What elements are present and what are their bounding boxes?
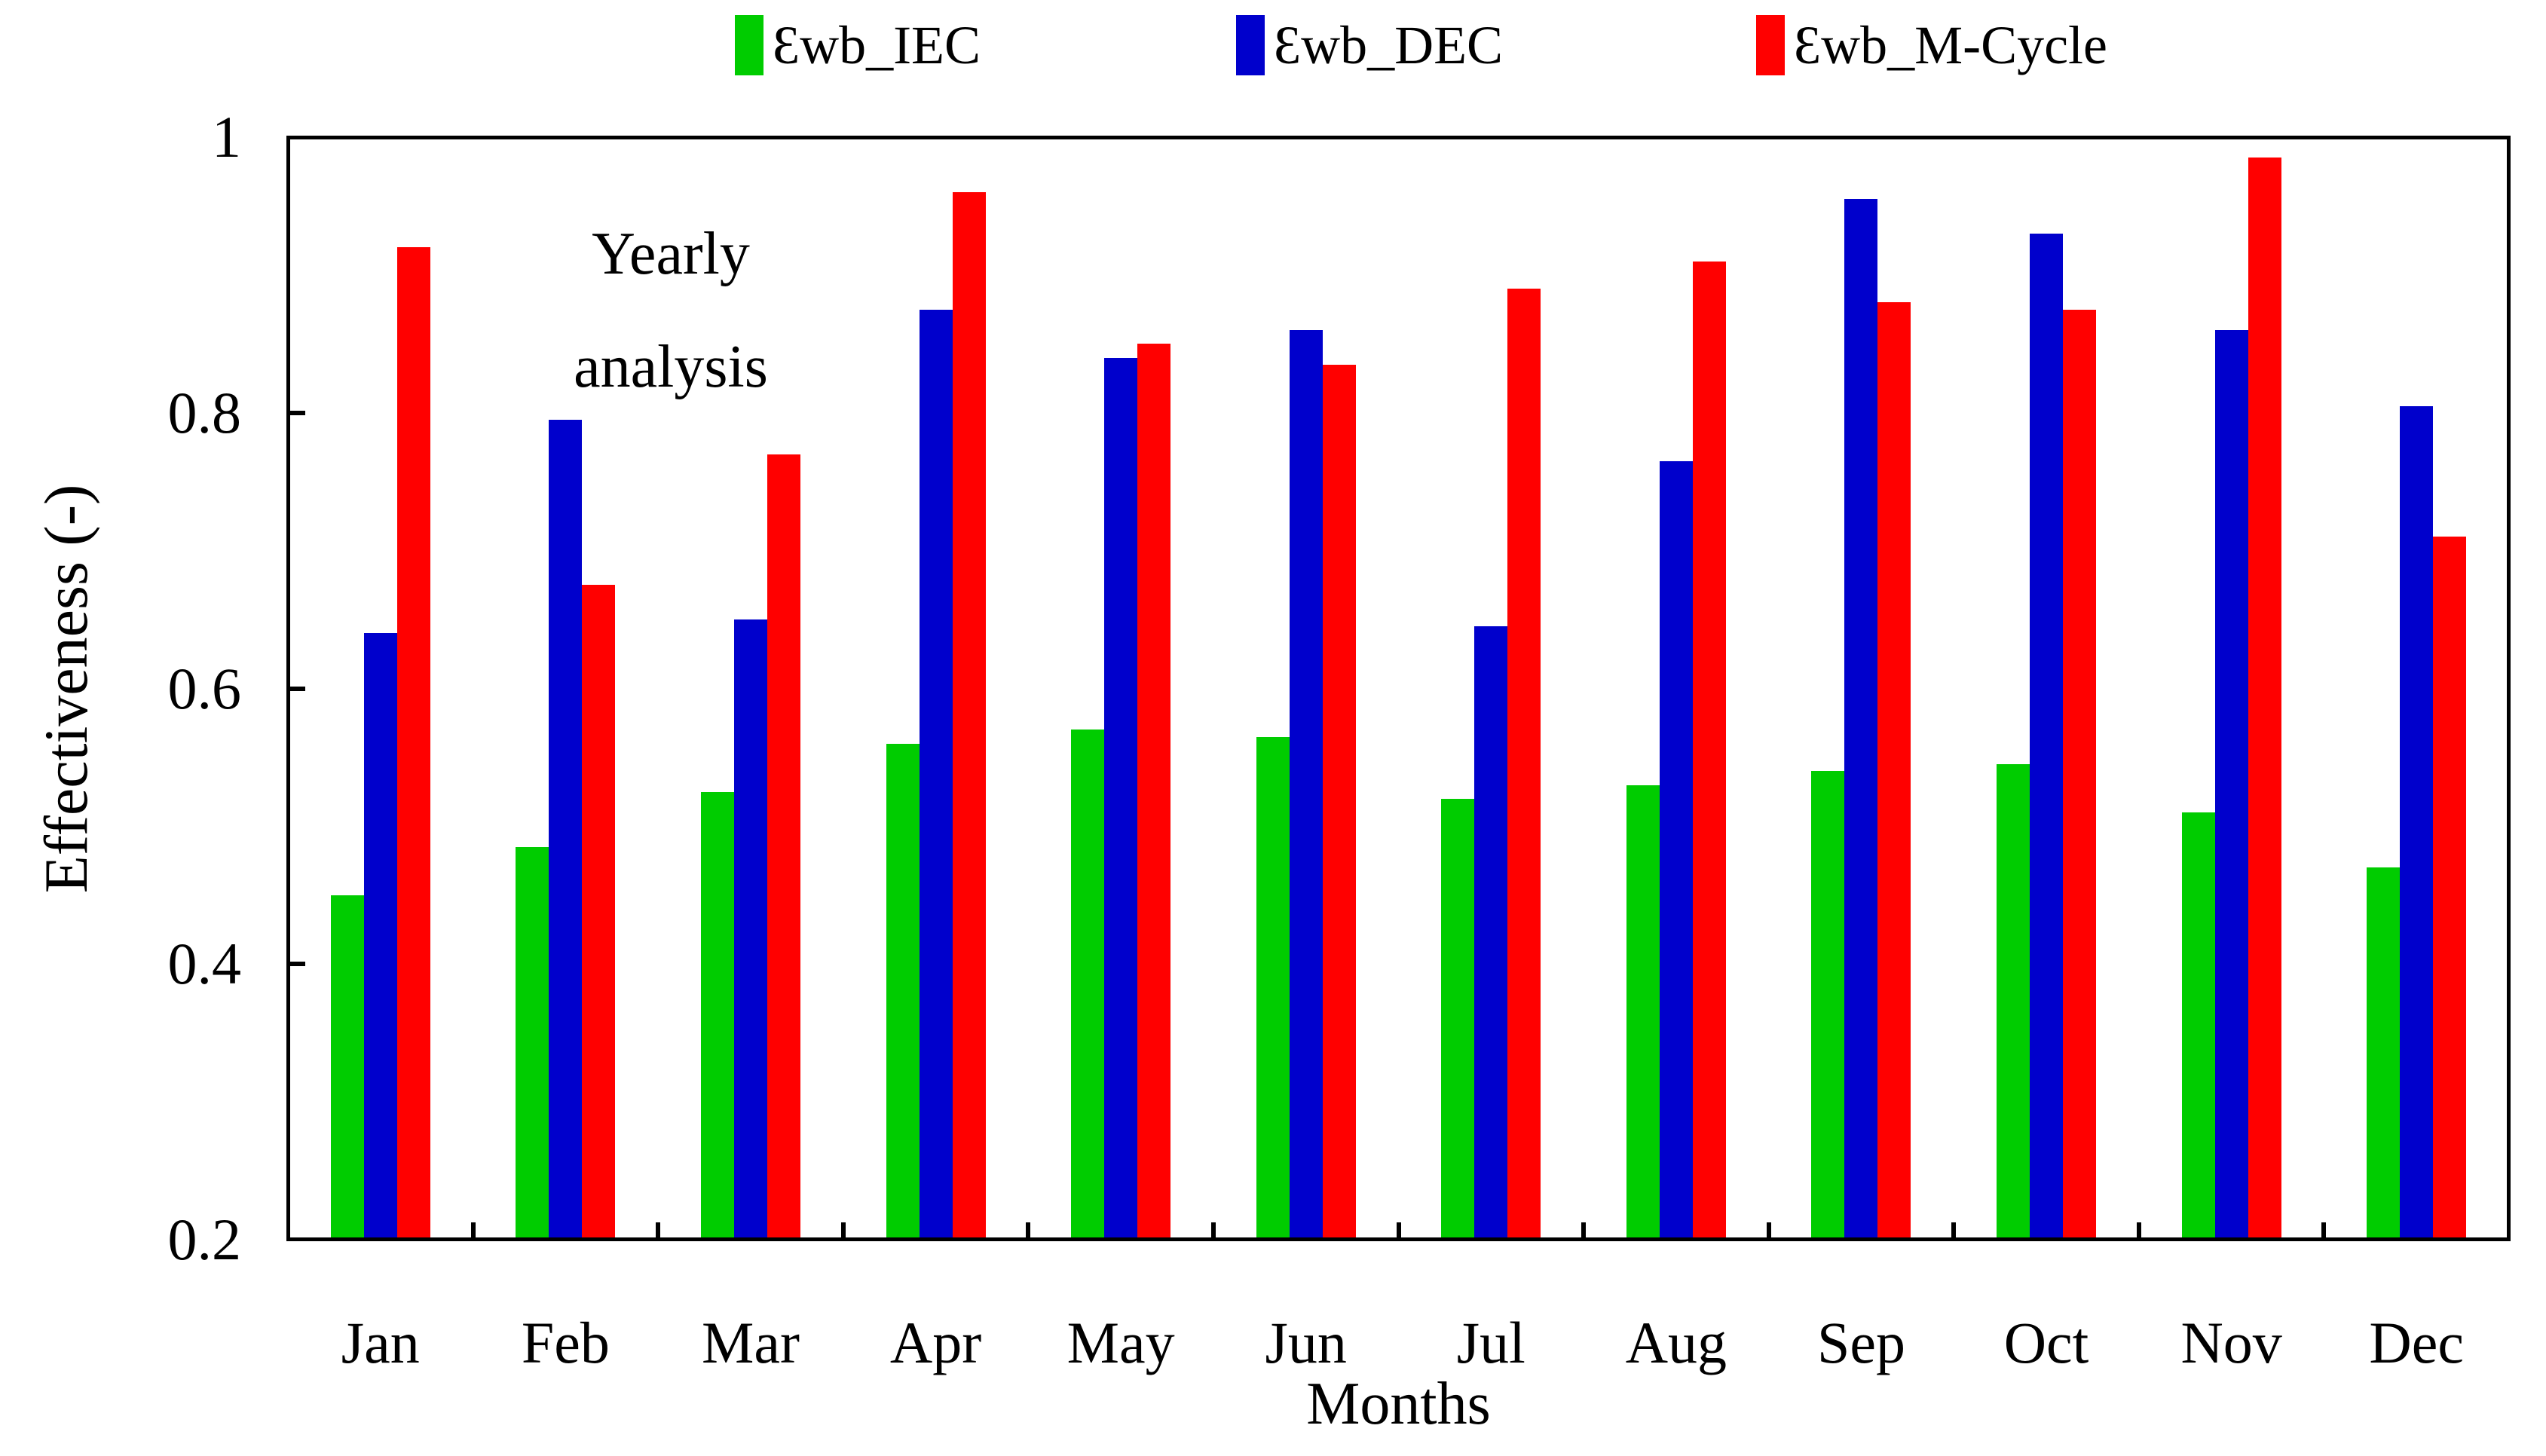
- bar-jan-series0: [330, 895, 364, 1240]
- x-tick-1: [470, 1222, 476, 1237]
- bar-apr-series1: [919, 309, 953, 1240]
- x-tick-label-oct: Oct: [2003, 1310, 2089, 1375]
- bar-feb-series0: [516, 846, 549, 1240]
- x-tick-label-aug: Aug: [1625, 1310, 1727, 1375]
- legend-swatch-icon: [1236, 15, 1265, 75]
- bar-apr-series0: [886, 743, 920, 1240]
- x-tick-2: [656, 1222, 661, 1237]
- legend: Ɛwb_IEC Ɛwb_DEC Ɛwb_M-Cycle: [0, 8, 2546, 90]
- bar-may-series1: [1104, 357, 1138, 1240]
- x-tick-3: [840, 1222, 846, 1237]
- legend-item-series2: Ɛwb_M-Cycle: [1756, 8, 2107, 83]
- y-tick-label-1: 1: [212, 104, 241, 170]
- bar-mar-series1: [733, 619, 767, 1240]
- bar-jul-series1: [1474, 626, 1508, 1240]
- bar-oct-series0: [1997, 764, 2030, 1240]
- bar-feb-series2: [582, 585, 616, 1240]
- bar-jun-series1: [1289, 330, 1323, 1240]
- x-tick-5: [1210, 1222, 1216, 1237]
- bar-jan-series1: [363, 633, 397, 1240]
- bar-jul-series0: [1441, 798, 1475, 1240]
- bar-apr-series2: [952, 192, 986, 1240]
- y-tick-label-0.6: 0.6: [167, 655, 242, 721]
- bar-nov-series2: [2248, 158, 2281, 1240]
- x-tick-label-may: May: [1066, 1310, 1175, 1375]
- x-tick-label-dec: Dec: [2369, 1310, 2464, 1375]
- bar-nov-series0: [2181, 812, 2215, 1240]
- y-tick-0.6: [290, 686, 305, 691]
- annotation-yearly-analysis: Yearly analysis: [574, 221, 768, 400]
- legend-label-series0: Ɛwb_IEC: [773, 15, 981, 75]
- plot-area: [286, 136, 2511, 1241]
- y-tick-label-0.2: 0.2: [167, 1207, 242, 1272]
- x-tick-label-mar: Mar: [701, 1310, 800, 1375]
- x-tick-label-nov: Nov: [2180, 1310, 2282, 1375]
- x-axis-title: Months: [1306, 1371, 1491, 1437]
- x-tick-label-jan: Jan: [341, 1310, 420, 1375]
- y-tick-0.8: [290, 410, 305, 415]
- x-tick-label-jul: Jul: [1456, 1310, 1525, 1375]
- x-tick-9: [1951, 1222, 1957, 1237]
- legend-swatch-icon: [1756, 15, 1785, 75]
- legend-swatch-icon: [735, 15, 763, 75]
- bar-feb-series1: [549, 419, 583, 1240]
- legend-item-series1: Ɛwb_DEC: [1236, 8, 1503, 83]
- bar-jun-series2: [1322, 364, 1356, 1240]
- bar-sep-series0: [1811, 771, 1845, 1240]
- x-tick-6: [1396, 1222, 1401, 1237]
- legend-label-series2: Ɛwb_M-Cycle: [1794, 15, 2108, 75]
- y-tick-label-0.8: 0.8: [167, 379, 242, 445]
- bar-dec-series0: [2367, 867, 2401, 1240]
- bar-sep-series2: [1877, 302, 1911, 1240]
- x-tick-label-sep: Sep: [1816, 1310, 1905, 1375]
- x-tick-11: [2321, 1222, 2327, 1237]
- bar-jul-series2: [1507, 289, 1541, 1240]
- bar-aug-series2: [1692, 261, 1726, 1240]
- legend-label-series1: Ɛwb_DEC: [1274, 15, 1504, 75]
- bar-may-series2: [1137, 344, 1171, 1240]
- bar-oct-series1: [2030, 234, 2064, 1240]
- x-tick-7: [1581, 1222, 1587, 1237]
- bar-sep-series1: [1844, 199, 1878, 1240]
- bar-may-series0: [1071, 730, 1105, 1240]
- x-tick-10: [2136, 1222, 2141, 1237]
- bar-jan-series2: [396, 247, 430, 1240]
- bar-oct-series2: [2063, 309, 2097, 1240]
- bar-jun-series0: [1256, 736, 1290, 1240]
- bar-mar-series0: [700, 791, 734, 1240]
- bar-nov-series1: [2214, 330, 2248, 1240]
- y-tick-label-0.4: 0.4: [167, 931, 242, 997]
- x-tick-4: [1026, 1222, 1031, 1237]
- bar-mar-series2: [767, 454, 800, 1240]
- x-tick-8: [1766, 1222, 1771, 1237]
- x-tick-label-apr: Apr: [889, 1310, 982, 1375]
- bar-dec-series1: [2400, 405, 2434, 1240]
- legend-item-series0: Ɛwb_IEC: [735, 8, 981, 83]
- bar-aug-series1: [1659, 460, 1693, 1240]
- bar-dec-series2: [2433, 537, 2467, 1240]
- x-tick-label-feb: Feb: [521, 1310, 610, 1375]
- x-tick-label-jun: Jun: [1265, 1310, 1347, 1375]
- bar-aug-series0: [1626, 785, 1660, 1240]
- y-tick-0.4: [290, 962, 305, 967]
